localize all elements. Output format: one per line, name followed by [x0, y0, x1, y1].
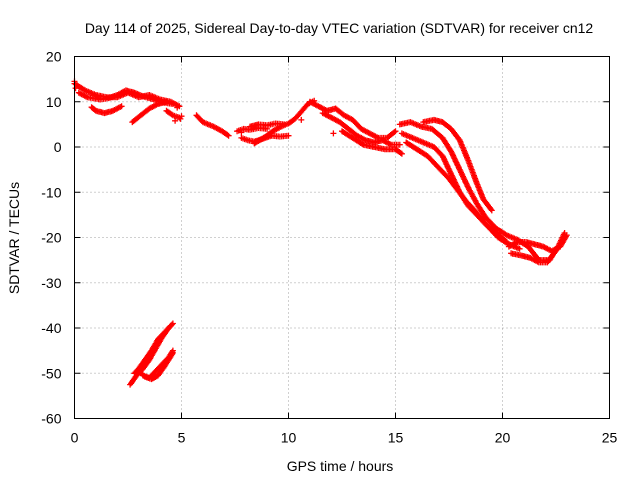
y-tick-label: -50 — [41, 365, 61, 381]
data-track — [129, 98, 170, 126]
series-group — [71, 78, 570, 266]
y-tick-label: 20 — [46, 49, 62, 65]
x-axis-label: GPS time / hours — [287, 458, 394, 474]
y-tick-label: -60 — [41, 411, 61, 427]
x-tick-label: 10 — [281, 430, 297, 446]
data-track — [140, 347, 176, 381]
data-point — [178, 113, 185, 120]
data-track — [306, 98, 399, 141]
data-track — [403, 139, 510, 245]
data-track — [319, 110, 403, 148]
data-point — [238, 129, 245, 136]
y-tick-label: -20 — [41, 230, 61, 246]
data-point — [172, 117, 179, 124]
x-tick-label: 20 — [495, 430, 511, 446]
chart-title: Day 114 of 2025, Sidereal Day-to-day VTE… — [85, 20, 594, 36]
y-tick-label: -10 — [41, 184, 61, 200]
data-point — [72, 85, 79, 92]
y-tick-label: -40 — [41, 320, 61, 336]
data-track — [420, 116, 495, 214]
x-tick-label: 15 — [388, 430, 404, 446]
data-track — [247, 120, 288, 130]
data-point — [330, 130, 337, 137]
data-point — [177, 115, 184, 122]
data-point — [298, 116, 305, 123]
y-axis-label: SDTVAR / TECUs — [6, 182, 22, 294]
data-track — [193, 112, 232, 139]
data-track — [339, 128, 405, 157]
x-tick-label: 25 — [602, 430, 618, 446]
data-track — [234, 125, 271, 135]
y-tick-label: -30 — [41, 275, 61, 291]
data-track — [88, 103, 125, 117]
data-track — [508, 239, 566, 266]
x-tick-label: 5 — [178, 430, 186, 446]
data-track — [163, 107, 183, 121]
axis-ticks: 0 5 10 15 20 25 -60 -50 -40 -30 -20 -10 0 10 20 — [41, 49, 617, 446]
data-series — [71, 78, 570, 388]
y-tick-label: 0 — [54, 139, 62, 155]
x-tick-label: 0 — [71, 430, 79, 446]
data-point — [174, 104, 181, 111]
y-tick-label: 10 — [46, 94, 62, 110]
series-group — [127, 320, 176, 388]
